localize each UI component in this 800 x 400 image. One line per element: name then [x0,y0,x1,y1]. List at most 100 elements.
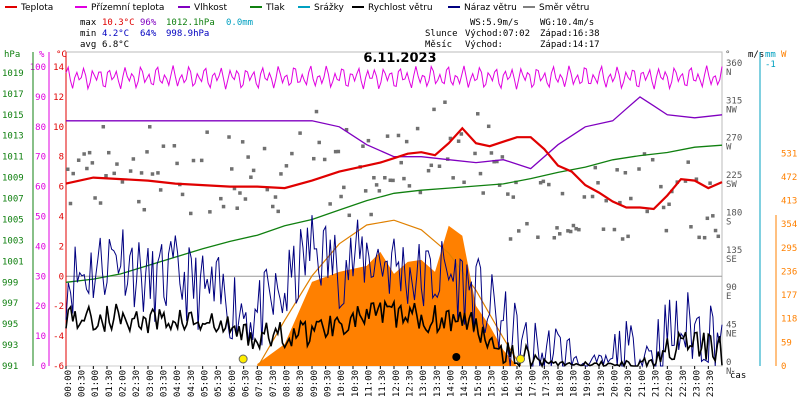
wind-direction-point [158,188,163,192]
x-tick-label: 09:30 [324,370,334,397]
wind-direction-point [432,107,436,112]
wind-direction-point [497,183,502,187]
wind-direction-point [175,161,179,166]
winddir-compass-label: SE [726,255,737,265]
wind-direction-point [694,177,699,181]
wind-direction-point [697,235,701,240]
legend-label: Přízemní teplota [91,3,164,13]
wind-direction-point [683,179,688,183]
wind-direction-point [407,184,412,188]
stat-sunrise: Východ:07:02 [465,29,530,39]
wind-direction-point [495,159,499,164]
temperature-tick-label: -6 [53,362,64,372]
wind-direction-point [426,168,431,173]
x-tick-label: 19:00 [583,370,593,397]
wind-direction-point [615,168,619,172]
x-tick-label: 02:00 [119,370,129,397]
wind-direction-point [711,214,715,218]
wind-direction-point [328,202,332,206]
pressure-tick-label: 1007 [2,195,24,205]
wind-direction-point [101,124,106,129]
wind-direction-point [115,162,119,166]
wind-direction-point [148,125,152,129]
chart-title: 6.11.2023 [363,51,436,66]
wind-direction-point [661,205,666,210]
x-tick-label: 08:30 [296,370,306,397]
wind-direction-point [131,157,136,161]
wind-direction-point [191,158,196,163]
solar-tick-label: 472 [781,173,797,183]
x-tick-label: 15:30 [488,370,498,397]
wind-direction-point [645,209,649,214]
wind-direction-point [443,100,447,104]
wind-direction-point [273,195,278,199]
wind-direction-point [366,138,371,143]
wind-direction-point [284,164,289,168]
stat-moonrise: Východ: [465,40,503,50]
wind-speed-line [65,298,723,369]
winddir-compass-label: NE [726,330,737,340]
pressure-tick-label: 993 [2,341,18,351]
wind-direction-point [437,164,442,168]
wind-direction-point [333,149,338,154]
x-tick-label: 17:30 [542,370,552,397]
wind-direction-point [98,201,103,205]
wind-direction-point [538,181,543,185]
wind-direction-point [363,189,368,193]
wind-direction-point [205,130,209,134]
temperature-tick-label: 8 [59,153,64,163]
wind-direction-point [713,228,718,233]
stat-max-rain: 0.0mm [226,18,253,28]
wind-direction-point [385,134,390,138]
stat-min-label: min [80,29,96,39]
x-tick-label: 23:00 [693,370,703,397]
wind-direction-point [150,172,155,176]
wind-direction-point [112,171,116,176]
x-tick-label: 16:30 [515,370,525,397]
wind-direction-point [473,151,477,156]
wind-direction-point [156,171,160,175]
stat-max-label: max [80,18,97,28]
solar-tick-label: 413 [781,197,797,207]
wind-direction-point [66,167,70,172]
winddir-tick-label: 90 [726,283,737,293]
pressure-tick-label: 1019 [2,69,24,79]
humidity-tick-label: 60 [35,183,46,193]
x-tick-label: 12:30 [406,370,416,397]
stat-max-temp: 10.3°C [102,18,135,28]
stat-max-press: 1012.1hPa [166,18,215,28]
winddir-tick-label: 315 [726,96,742,106]
winddir-tick-label: 360 [726,59,742,69]
temperature-line [65,126,723,211]
wind-direction-point [317,140,321,145]
wind-direction-point [686,160,690,164]
wind-direction-point [478,171,483,176]
right-axes: ° m/s mm W0N45NE90E135SE180S225SW270W315NW3… [725,50,797,377]
wind-direction-point [361,144,365,148]
wind-direction-point [391,178,395,183]
wind-direction-point [418,190,423,195]
winddir-tick-label: 225 [726,171,742,181]
wind-direction-point [486,124,491,129]
wind-direction-point [429,163,434,168]
plot-area: hPa% °C9919939959979991001100310051007100… [2,50,797,397]
pressure-tick-label: 991 [2,362,18,372]
wind-direction-point [506,192,510,196]
wind-direction-point [552,236,557,240]
stat-min-hum: 64% [140,29,157,39]
wind-direction-point [246,155,250,159]
wind-direction-point [339,194,343,199]
wind-direction-point [128,169,133,173]
wind-direction-point [82,152,86,156]
x-tick-label: 05:30 [214,370,224,397]
wind-direction-point [577,227,581,232]
wind-direction-point [377,189,382,193]
wind-direction-point [221,204,226,209]
wind-direction-point [623,171,628,175]
temperature-tick-label: 0 [59,272,64,282]
axis-unit-windspeed: m/s [748,50,764,60]
wind-direction-point [601,227,606,231]
stat-avg-label: avg [80,40,96,50]
wind-direction-point [336,149,341,154]
wind-direction-point [93,196,97,200]
